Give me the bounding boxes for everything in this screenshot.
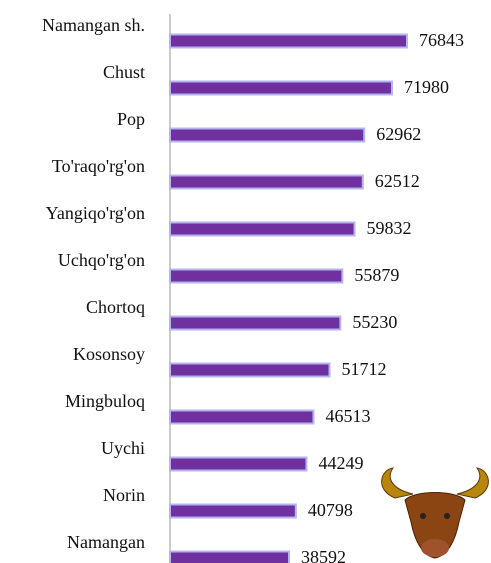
bar <box>169 268 344 284</box>
category-label: Uchqo'rg'on <box>58 250 145 270</box>
value-label: 44249 <box>318 453 363 473</box>
bar <box>169 503 297 519</box>
category-label: Uychi <box>101 438 145 458</box>
category-label: Namangan <box>67 532 145 552</box>
value-label: 71980 <box>404 77 449 97</box>
value-label: 62962 <box>376 124 421 144</box>
value-label: 51712 <box>341 359 386 379</box>
bar <box>169 221 356 237</box>
value-label: 55230 <box>352 312 397 332</box>
bar <box>169 174 364 190</box>
bar <box>169 456 308 472</box>
value-label: 38592 <box>301 547 346 563</box>
category-label: Namangan sh. <box>42 15 145 35</box>
value-label: 59832 <box>367 218 412 238</box>
bull-icon <box>381 467 489 559</box>
bar <box>169 33 408 49</box>
bar <box>169 127 366 143</box>
value-label: 40798 <box>308 500 353 520</box>
category-label: Norin <box>103 485 145 505</box>
category-label: Pop <box>117 109 145 129</box>
bar <box>169 362 331 378</box>
bar <box>169 409 315 425</box>
category-label: To'raqo'rg'on <box>52 156 145 176</box>
category-label: Mingbuloq <box>65 391 145 411</box>
value-label: 46513 <box>325 406 370 426</box>
value-label: 62512 <box>375 171 420 191</box>
bar <box>169 550 291 563</box>
value-label: 55879 <box>354 265 399 285</box>
category-label: Chust <box>103 62 145 82</box>
value-label: 76843 <box>419 30 464 50</box>
category-label: Yangiqo'rg'on <box>46 203 145 223</box>
bar <box>169 80 394 96</box>
bar <box>169 315 342 331</box>
category-label: Chortoq <box>86 297 145 317</box>
category-label: Kosonsoy <box>73 344 145 364</box>
